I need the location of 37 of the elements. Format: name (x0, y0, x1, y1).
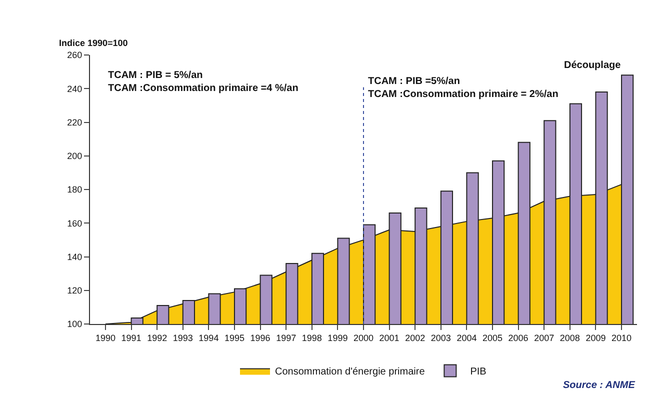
x-tick-label: 1995 (224, 332, 245, 343)
source-note: Source : ANME (563, 380, 636, 391)
x-tick-label: 1992 (147, 332, 168, 343)
x-tick-label: 1998 (302, 332, 322, 343)
y-tick-label: 120 (67, 286, 82, 296)
x-tick-label: 2003 (430, 332, 451, 343)
x-tick-label: 1990 (95, 332, 116, 343)
y-tick-label: 180 (67, 184, 82, 195)
x-tick-label: 2010 (612, 332, 632, 343)
x-tick-label: 2004 (456, 332, 477, 343)
annotation: TCAM : PIB = 5%/an TCAM :Consommation primaire =4 %/an (108, 70, 298, 94)
y-tick-label: 200 (67, 151, 82, 162)
y-axis-title: Indice 1990=100 (59, 38, 128, 48)
x-tick-label: 1994 (198, 332, 219, 343)
x-tick-label: 1993 (172, 332, 193, 343)
y-tick-label: 140 (67, 252, 82, 262)
x-tick-label: 2009 (586, 332, 606, 343)
y-tick-label: 240 (67, 84, 82, 94)
y-tick-label: 220 (67, 117, 82, 128)
x-tick-label: 1996 (250, 332, 270, 343)
x-tick-label: 2000 (353, 332, 374, 343)
y-tick-label: 260 (67, 50, 82, 60)
x-tick-label: 2007 (534, 332, 554, 343)
y-tick-label: 160 (67, 218, 82, 228)
x-tick-label: 2002 (405, 332, 426, 343)
legend-label: PIB (470, 366, 487, 378)
legend-label: Consommation d'énergie primaire (275, 366, 426, 378)
y-tick-label: 100 (67, 319, 82, 330)
x-tick-label: 1991 (121, 332, 142, 343)
x-tick-label: 2008 (560, 332, 580, 343)
x-tick-label: 2001 (379, 332, 400, 343)
annotation: Découplage (564, 60, 622, 71)
x-tick-label: 2006 (508, 332, 528, 343)
annotation: TCAM : PIB =5%/an TCAM :Consommation primaire = 2%/an (368, 76, 558, 100)
x-tick-label: 1999 (328, 332, 348, 343)
x-tick-label: 1997 (276, 332, 296, 343)
x-tick-label: 2005 (482, 332, 503, 343)
